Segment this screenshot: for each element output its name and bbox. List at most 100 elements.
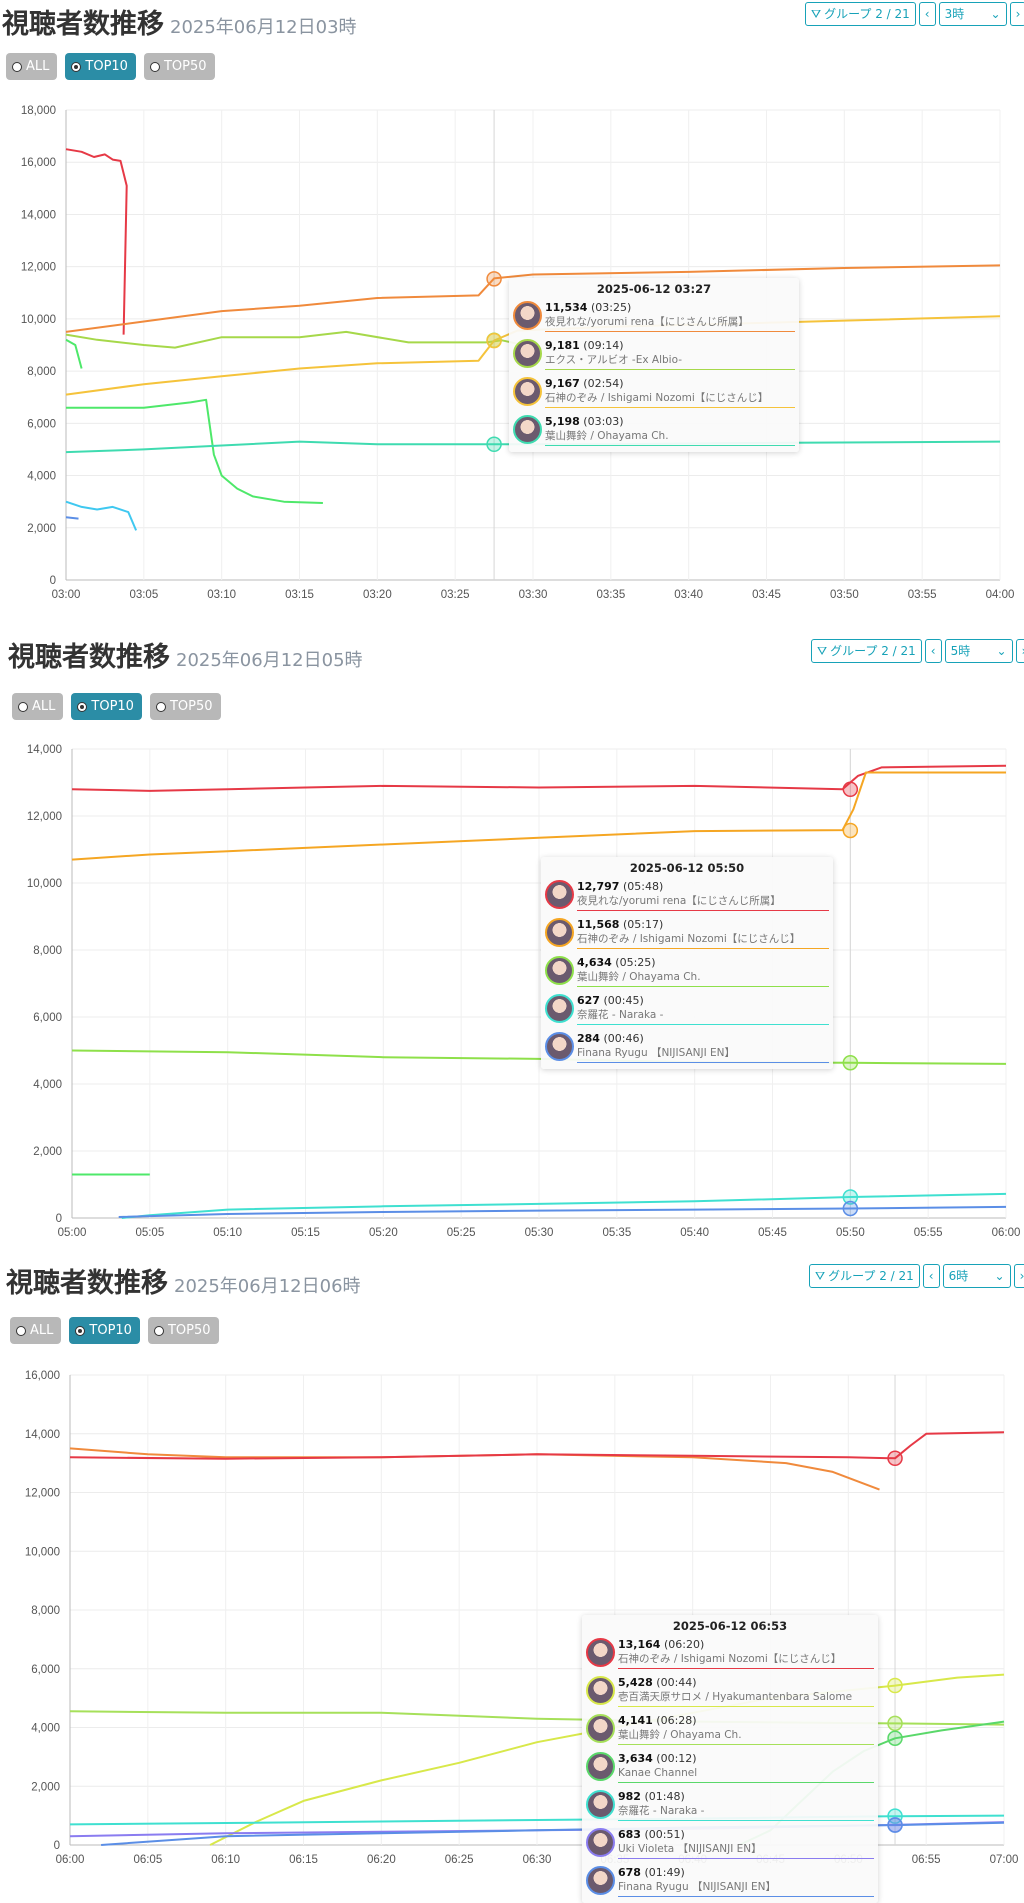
chart-controls: ⛛ グループ 2 / 21 ‹ 6時 ⌄ › [809,1264,1024,1288]
chart-controls: ⛛ グループ 2 / 21 ‹ 3時 ⌄ › [805,2,1024,26]
chart-tooltip: 2025-06-12 06:53 13,164 (06:20) 石神のぞみ / I… [582,1615,878,1903]
y-tick-label: 0 [54,1840,60,1852]
tooltip-text: 982 (01:48) 奈羅花 - Naraka - [618,1787,874,1821]
radio-all[interactable]: ALL [12,693,64,720]
x-tick-label: 05:10 [213,1227,242,1239]
radio-all[interactable]: ALL [10,1317,62,1344]
y-tick-label: 2,000 [31,1781,60,1793]
x-tick-label: 04:00 [986,589,1015,601]
next-hour-button[interactable]: › [1009,2,1024,26]
tooltip-duration: (06:20) [663,1637,705,1651]
radio-top50[interactable]: TOP50 [143,53,215,80]
tooltip-duration: (02:54) [583,376,624,390]
chevron-right-icon: › [1019,1269,1024,1283]
tooltip-text: 4,634 (05:25) 葉山舞鈴 / Ohayama Ch. [577,953,829,987]
series-line [71,771,1006,861]
hover-marker [842,822,859,839]
tooltip-duration: (00:12) [656,1751,697,1765]
x-tick-label: 06:55 [912,1854,941,1866]
tooltip-text: 678 (01:49) Finana Ryugu 【NIJISANJI EN】 [618,1863,874,1897]
y-tick-label: 14,000 [25,1429,60,1441]
series-line [65,330,518,349]
tooltip-channel-name: 葉山舞鈴 / Ohayama Ch. [577,970,701,983]
tooltip-value: 683 [618,1827,641,1841]
group-filter-button[interactable]: ⛛ グループ 2 / 21 [811,639,922,663]
series-line [69,1431,1005,1460]
next-hour-button[interactable]: › [1013,1264,1024,1288]
x-tick-label: 05:30 [525,1227,554,1239]
x-tick-label: 03:55 [908,589,937,601]
tooltip-channel-name: 奈羅花 - Naraka - [618,1804,705,1817]
hover-marker [842,1055,859,1071]
group-filter-button[interactable]: ⛛ グループ 2 / 21 [809,1264,920,1288]
tooltip-value-line: 678 (01:49) [618,1866,874,1880]
x-tick-label: 05:55 [914,1227,943,1239]
filter-icon: ⛛ [811,7,822,21]
title-date: 2025年06月12日03時 [170,17,357,38]
tooltip-title: 2025-06-12 03:27 [596,282,712,296]
tooltip-channel-name: Finana Ryugu 【NIJISANJI EN】 [618,1880,777,1893]
tooltip-row: 11,568 (05:17) 石神のぞみ / Ishigami Nozomi【にじ… [545,915,829,953]
tooltip-value: 678 [618,1865,641,1879]
tooltip-channel-name: Uki Violeta 【NIJISANJI EN】 [618,1842,762,1855]
prev-hour-button[interactable]: ‹ [924,639,942,663]
radio-top10[interactable]: TOP10 [69,1317,140,1344]
radio-all[interactable]: ALL [6,53,58,80]
tooltip-title: 2025-06-12 06:53 [672,1619,788,1633]
chevron-down-icon: ⌄ [996,644,1007,658]
series-line [69,1814,1005,1826]
prev-hour-button[interactable]: ‹ [918,2,936,26]
prev-hour-button[interactable]: ‹ [922,1264,940,1288]
series-line [118,1205,1007,1218]
filter-icon: ⛛ [817,644,828,658]
tooltip-value-line: 3,634 (00:12) [618,1752,874,1766]
radio-icon [77,701,88,712]
tooltip-channel-name: Kanae Channel [618,1766,698,1779]
radio-top50[interactable]: TOP50 [149,693,221,720]
avatar [545,956,574,985]
y-tick-label: 10,000 [21,314,56,326]
radio-icon [18,701,28,712]
tooltip-row: 4,141 (06:28) 葉山舞鈴 / Ohayama Ch. [586,1711,874,1749]
hover-marker [842,781,859,798]
tooltip-row: 9,167 (02:54) 石神のぞみ / Ishigami Nozomi【にじさ… [513,374,795,412]
avatar [513,377,542,406]
tooltip-duration: (01:48) [644,1789,685,1803]
radio-top50[interactable]: TOP50 [147,1317,219,1344]
chart-section-1: 視聴者数推移 2025年06月12日03時 ⛛ グループ 2 / 21 ‹ 3時 ⌄ … [0,0,1024,601]
tooltip-channel-name: 奈羅花 - Naraka - [577,1008,664,1021]
y-tick-label: 6,000 [31,1664,60,1676]
tooltip-row: 3,634 (00:12) Kanae Channel [586,1749,874,1787]
chart-controls: ⛛グループ 2 / 21 ‹ 5時⌄ › [811,639,1024,663]
y-tick-label: 10,000 [25,1546,60,1558]
y-tick-label: 18,000 [21,105,56,117]
tooltip-value: 4,141 [618,1713,653,1727]
group-filter-button[interactable]: ⛛ グループ 2 / 21 [805,2,916,26]
tooltip-duration: (00:45) [603,993,644,1007]
viewer-line-chart: 0 2,000 4,000 6,000 8,000 10,000 12,000 14,000 1… [21,105,1015,601]
x-tick-label: 06:20 [367,1854,396,1866]
page-title: 視聴者数推移 2025年06月12日05時 [8,635,363,674]
tooltip-text: 683 (00:51) Uki Violeta 【NIJISANJI EN】 [618,1825,874,1859]
hover-marker [486,271,502,287]
tooltip-value-line: 12,797 (05:48) [577,880,829,894]
y-tick-label: 12,000 [25,1488,60,1500]
next-hour-button[interactable]: › [1015,639,1024,663]
y-tick-label: 0 [50,575,56,587]
tooltip-duration: (00:44) [656,1675,697,1689]
tooltip-channel-name: 壱百満天原サロメ / Hyakumantenbara Salome [618,1690,853,1703]
y-tick-label: 12,000 [21,262,56,274]
series-line [65,264,1001,333]
chart-tooltip: 2025-06-12 03:27 11,534 (03:25) 夜見れな/yoru… [509,278,799,452]
tooltip-text: 5,198 (03:03) 葉山舞鈴 / Ohayama Ch. [545,412,795,446]
y-tick-label: 14,000 [21,209,56,221]
hour-select[interactable]: 6時 ⌄ [942,1264,1011,1288]
hour-select[interactable]: 5時 ⌄ [944,639,1013,663]
series-line [65,338,83,369]
radio-top10[interactable]: TOP10 [65,53,136,80]
tooltip-row: 982 (01:48) 奈羅花 - Naraka - [586,1787,874,1825]
x-tick-label: 05:00 [58,1227,87,1239]
tooltip-text: 284 (00:46) Finana Ryugu 【NIJISANJI EN】 [577,1029,829,1063]
hour-select[interactable]: 3時 ⌄ [938,2,1007,26]
radio-top10[interactable]: TOP10 [71,693,142,720]
